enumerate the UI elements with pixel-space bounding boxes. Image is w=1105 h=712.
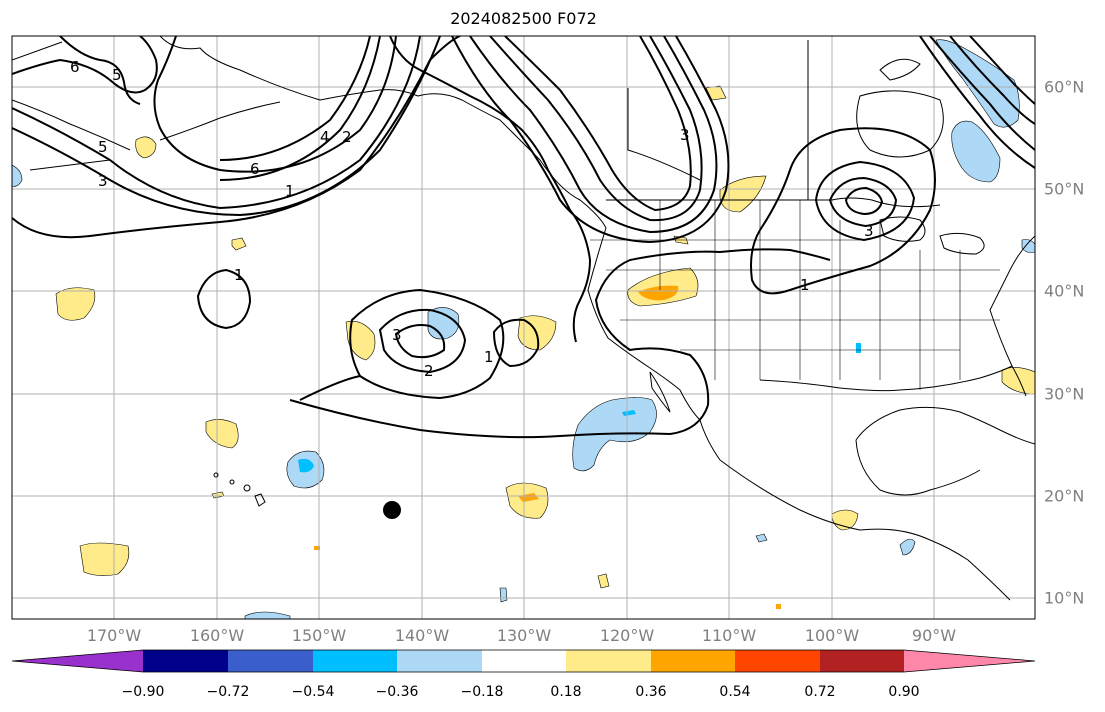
graticule: [12, 36, 1035, 619]
colorbar-label: −0.90: [121, 684, 165, 700]
colorbar-label: −0.72: [206, 684, 250, 700]
contour-label: 2: [424, 362, 434, 380]
contour-labels: 6 5 5 3 6 4 2 1 1 3 2 1 3 1 3: [70, 58, 874, 380]
lon-tick-label: 100°W: [804, 626, 860, 645]
colorbar-label: −0.18: [460, 684, 504, 700]
contour-label: 5: [98, 138, 108, 156]
contour-label: 6: [250, 160, 260, 178]
lat-tick-label: 40°N: [1044, 281, 1085, 301]
colorbar-segment: [313, 650, 397, 672]
lon-tick-label: 120°W: [599, 626, 655, 645]
colorbar-label: 0.90: [888, 684, 920, 700]
lon-tick-label: 170°W: [86, 626, 142, 645]
colorbar-segment: [228, 650, 313, 672]
colorbar-segment: [820, 650, 904, 672]
map-frame: [11, 35, 1036, 620]
colorbar-label: −0.54: [291, 684, 335, 700]
lon-tick-label: 90°W: [911, 626, 957, 645]
lon-tick-label: 160°W: [189, 626, 245, 645]
contour-label: 2: [342, 128, 352, 146]
lon-tick-label: 110°W: [701, 626, 757, 645]
contour-label: 3: [680, 126, 690, 144]
coastlines: [12, 36, 1035, 601]
colorbar-label: 0.36: [635, 684, 667, 700]
lat-tick-label: 50°N: [1044, 179, 1085, 199]
contour-label: 3: [864, 222, 874, 240]
colorbar-segment: [566, 650, 651, 672]
contour-label: 3: [98, 172, 108, 190]
colorbar-segment: [651, 650, 735, 672]
lon-tick-label: 150°W: [291, 626, 347, 645]
contour-label: 1: [234, 266, 244, 284]
colorbar-label: 0.54: [719, 684, 751, 700]
colorbar-label: 0.18: [550, 684, 582, 700]
colorbar-outline: [11, 649, 1036, 673]
colorbar-max-extend: [904, 650, 1035, 672]
colorbar-segment: [482, 650, 566, 672]
contour-label: 1: [800, 276, 810, 294]
contour-lines: [12, 36, 1035, 439]
lat-tick-label: 60°N: [1044, 77, 1085, 97]
contour-label: 5: [112, 66, 122, 84]
lat-tick-label: 10°N: [1044, 588, 1085, 608]
contour-label: 6: [70, 58, 80, 76]
lat-tick-label: 30°N: [1044, 384, 1085, 404]
colorbar-segment: [143, 650, 228, 672]
lon-tick-label: 130°W: [496, 626, 552, 645]
lon-tick-label: 140°W: [394, 626, 450, 645]
colorbar-min-extend: [12, 650, 143, 672]
contour-label: 1: [484, 348, 494, 366]
colorbar-segment: [735, 650, 820, 672]
colorbar: [11, 649, 1036, 673]
storm-center-marker: [383, 501, 401, 519]
colorbar-segment: [397, 650, 482, 672]
contour-label: 1: [285, 182, 295, 200]
contour-label: 3: [392, 326, 402, 344]
colorbar-label: 0.72: [804, 684, 836, 700]
lat-tick-label: 20°N: [1044, 486, 1085, 506]
colorbar-label: −0.36: [375, 684, 419, 700]
contour-label: 4: [320, 128, 330, 146]
state-borders: [590, 200, 1000, 390]
map-title: 2024082500 F072: [450, 9, 597, 28]
